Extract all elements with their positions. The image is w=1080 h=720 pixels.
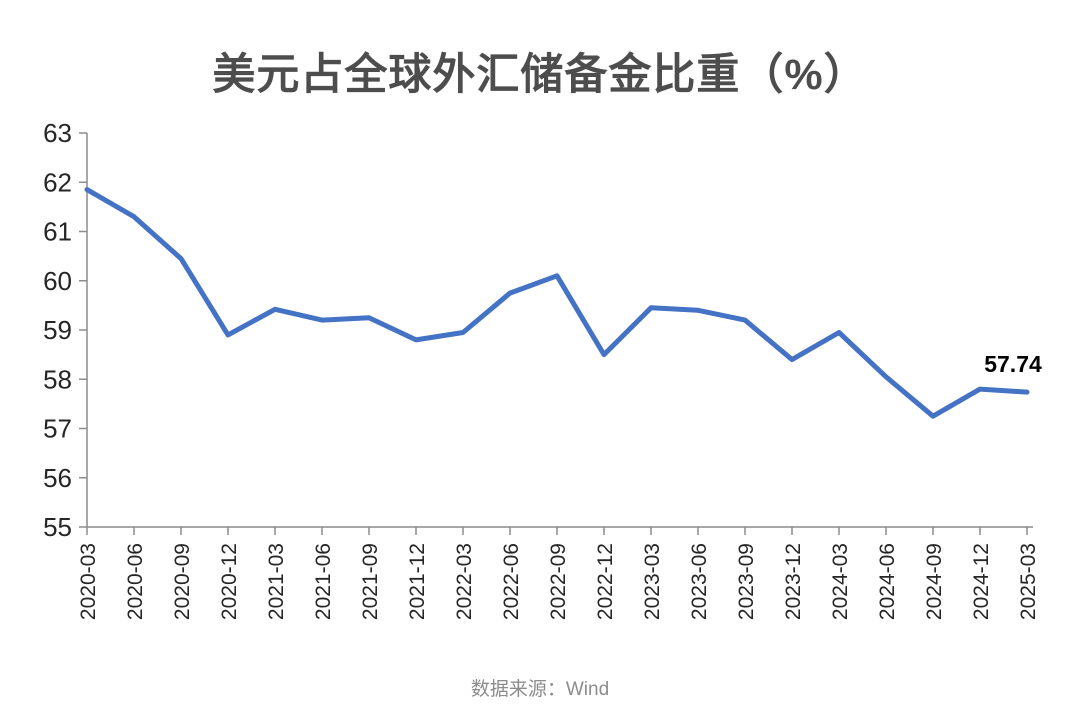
x-tick-label: 2023-06 — [688, 543, 711, 620]
y-tick-label: 61 — [43, 217, 72, 247]
y-tick-label: 59 — [43, 315, 72, 345]
x-tick-label: 2023-09 — [735, 543, 758, 620]
x-tick-label: 2020-12 — [218, 543, 241, 620]
x-tick-label: 2025-03 — [1017, 543, 1040, 620]
x-tick-label: 2021-12 — [406, 543, 429, 620]
x-tick-label: 2022-12 — [594, 543, 617, 620]
x-tick-label: 2024-03 — [829, 543, 852, 620]
x-tick-label: 2024-06 — [876, 543, 899, 620]
y-tick-label: 55 — [43, 512, 72, 542]
y-tick-label: 60 — [43, 266, 72, 296]
x-tick-label: 2024-12 — [970, 543, 993, 620]
x-tick-label: 2024-09 — [923, 543, 946, 620]
x-tick-label: 2023-12 — [782, 543, 805, 620]
x-tick-label: 2021-06 — [312, 543, 335, 620]
y-tick-label: 58 — [43, 364, 72, 394]
x-tick-label: 2023-03 — [641, 543, 664, 620]
x-tick-label: 2021-09 — [359, 543, 382, 620]
x-tick-label: 2022-03 — [453, 543, 476, 620]
x-tick-label: 2022-09 — [547, 543, 570, 620]
chart-title: 美元占全球外汇储备金比重（%） — [212, 51, 868, 99]
y-tick-label: 63 — [43, 118, 72, 148]
x-tick-label: 2021-03 — [265, 543, 288, 620]
x-tick-label: 2020-06 — [124, 543, 147, 620]
x-tick-label: 2022-06 — [500, 543, 523, 620]
data-source-note: 数据来源：Wind — [470, 679, 610, 700]
y-tick-label: 56 — [43, 463, 72, 493]
y-tick-label: 62 — [43, 167, 72, 197]
data-line — [84, 187, 1030, 419]
x-tick-label: 2020-09 — [171, 543, 194, 620]
end-value-label: 57.74 — [984, 351, 1042, 377]
x-tick-label: 2020-03 — [77, 543, 100, 620]
y-tick-label: 57 — [43, 414, 72, 444]
